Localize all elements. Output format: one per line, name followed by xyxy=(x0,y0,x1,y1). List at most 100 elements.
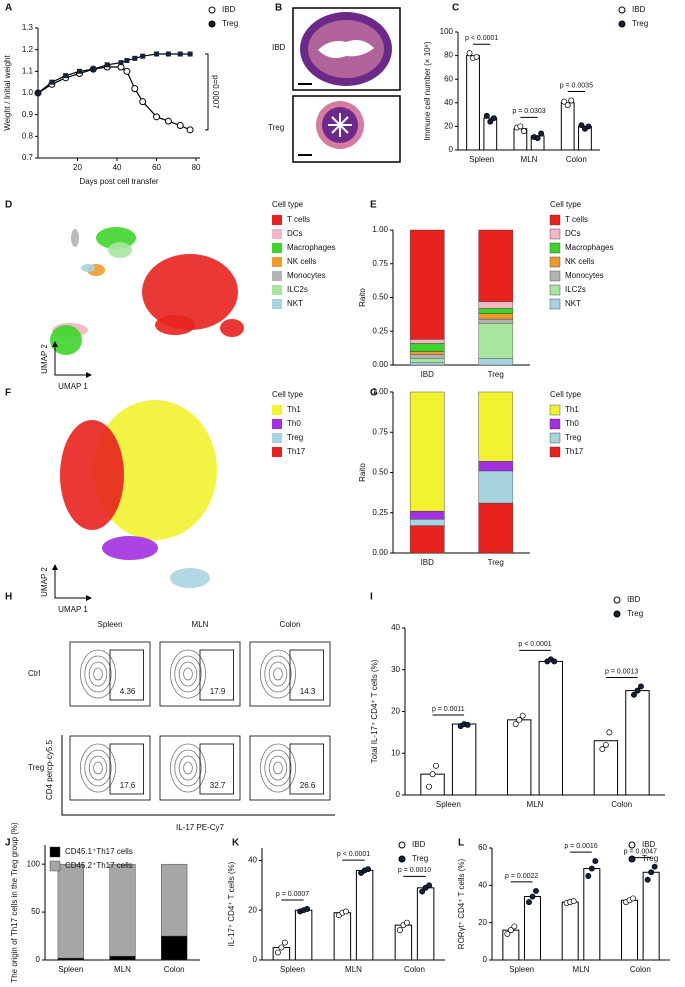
bar-segment xyxy=(478,229,514,302)
y-tick-label: 20 xyxy=(391,707,400,716)
legend-label: Treg xyxy=(412,854,428,863)
x-tick-label: MLN xyxy=(345,965,362,974)
y-tick-label: 40 xyxy=(248,856,257,865)
legend-label: Th1 xyxy=(287,405,301,414)
replicate-point xyxy=(304,906,311,912)
replicate-point xyxy=(426,882,433,889)
replicate-point xyxy=(517,123,524,130)
flow-gate xyxy=(199,743,234,795)
replicate-point xyxy=(538,130,545,137)
bar-segment xyxy=(409,339,445,344)
legend-marker xyxy=(398,841,406,849)
umap-cluster xyxy=(170,568,210,588)
replicate-point xyxy=(278,944,285,951)
panel-letter: I xyxy=(370,592,373,603)
replicate-point xyxy=(419,888,426,895)
p-value: p < 0.0001 xyxy=(465,35,498,42)
y-tick-label: 20 xyxy=(444,122,453,131)
y-tick-label: 0.25 xyxy=(372,326,388,335)
x-tick-label: Spleen xyxy=(280,965,305,974)
legend-swatch xyxy=(549,404,561,416)
bar-segment xyxy=(478,313,514,320)
replicate-point xyxy=(578,122,585,129)
x-tick-label: MLN xyxy=(573,965,590,974)
flow-contour xyxy=(264,655,292,693)
p-value: p = 0.0016 xyxy=(564,843,597,850)
point xyxy=(124,58,130,63)
y-tick-label: 0 xyxy=(253,955,258,964)
point xyxy=(104,62,110,68)
bar-segment xyxy=(478,461,514,472)
p-value: p < 0.0001 xyxy=(337,851,370,858)
x-tick-label: Treg xyxy=(488,558,504,567)
legend-label: Monocytes xyxy=(287,271,326,280)
x-tick-label: Spleen xyxy=(469,155,494,164)
flow-contour xyxy=(84,655,112,693)
point xyxy=(123,67,131,75)
replicate-point xyxy=(570,898,577,905)
y-axis-label: The origin of Th17 cells in the Treg gro… xyxy=(10,822,19,983)
point xyxy=(118,60,124,66)
point xyxy=(186,126,194,134)
flow-contour xyxy=(273,761,283,775)
x-tick-label: Colon xyxy=(566,155,587,164)
replicate-point xyxy=(429,771,436,778)
flow-contour xyxy=(273,667,283,681)
x-tick-label: IBD xyxy=(421,558,435,567)
bar-segment xyxy=(161,935,188,961)
y-tick-label: 0.8 xyxy=(22,131,34,140)
bar xyxy=(333,912,352,961)
x-tick-label: Colon xyxy=(611,800,632,809)
bar-segment xyxy=(409,358,445,363)
replicate-point xyxy=(588,865,595,872)
x-tick-label: Colon xyxy=(164,965,185,974)
y-axis-label: Raito xyxy=(358,463,367,482)
bar xyxy=(560,102,575,151)
bar xyxy=(538,660,563,796)
panel-letter: H xyxy=(5,592,12,603)
legend-label: Treg xyxy=(287,433,303,442)
legend-swatch xyxy=(272,229,282,239)
flow-contour xyxy=(268,755,288,781)
bar-segment xyxy=(57,863,84,959)
point xyxy=(131,85,139,93)
replicate-point xyxy=(519,712,526,719)
flow-contour xyxy=(264,749,292,787)
legend-swatch xyxy=(272,419,282,429)
y-tick-label: 0.50 xyxy=(372,293,388,302)
umap-cluster xyxy=(93,400,217,540)
p-value: p = 0.0011 xyxy=(432,706,465,713)
legend-label: Th1 xyxy=(565,405,579,414)
y-tick-label: 40 xyxy=(444,98,453,107)
umap-cluster xyxy=(81,264,95,272)
legend-label: Th0 xyxy=(287,419,301,428)
legend-label: Treg xyxy=(642,854,658,863)
panel-letter: B xyxy=(275,3,282,14)
legend-swatch xyxy=(272,405,282,415)
flow-contour xyxy=(169,649,206,699)
flow-contour xyxy=(259,743,296,793)
point xyxy=(140,53,146,59)
panel-letter: E xyxy=(370,200,377,211)
bar-segment xyxy=(478,470,514,504)
flow-contour xyxy=(88,755,108,781)
p-value: p = 0.0047 xyxy=(624,849,657,856)
point xyxy=(76,68,82,74)
legend-label: Macrophages xyxy=(565,243,613,252)
replicate-point xyxy=(585,123,592,130)
replicate-point xyxy=(490,115,497,122)
y-tick-label: 10 xyxy=(391,748,400,757)
legend-label: Treg xyxy=(627,609,643,618)
replicate-point xyxy=(516,716,523,723)
legend-swatch xyxy=(549,298,561,310)
legend-marker xyxy=(618,6,626,14)
x-tick-label: Spleen xyxy=(509,965,534,974)
legend-label: DCs xyxy=(565,229,581,238)
bar-segment xyxy=(409,354,445,359)
bar-segment xyxy=(478,318,514,324)
bar xyxy=(593,740,619,796)
bar xyxy=(507,719,532,796)
x-tick-label: Colon xyxy=(404,965,425,974)
legend-label: IBD xyxy=(632,5,646,14)
flow-contour xyxy=(178,661,198,687)
